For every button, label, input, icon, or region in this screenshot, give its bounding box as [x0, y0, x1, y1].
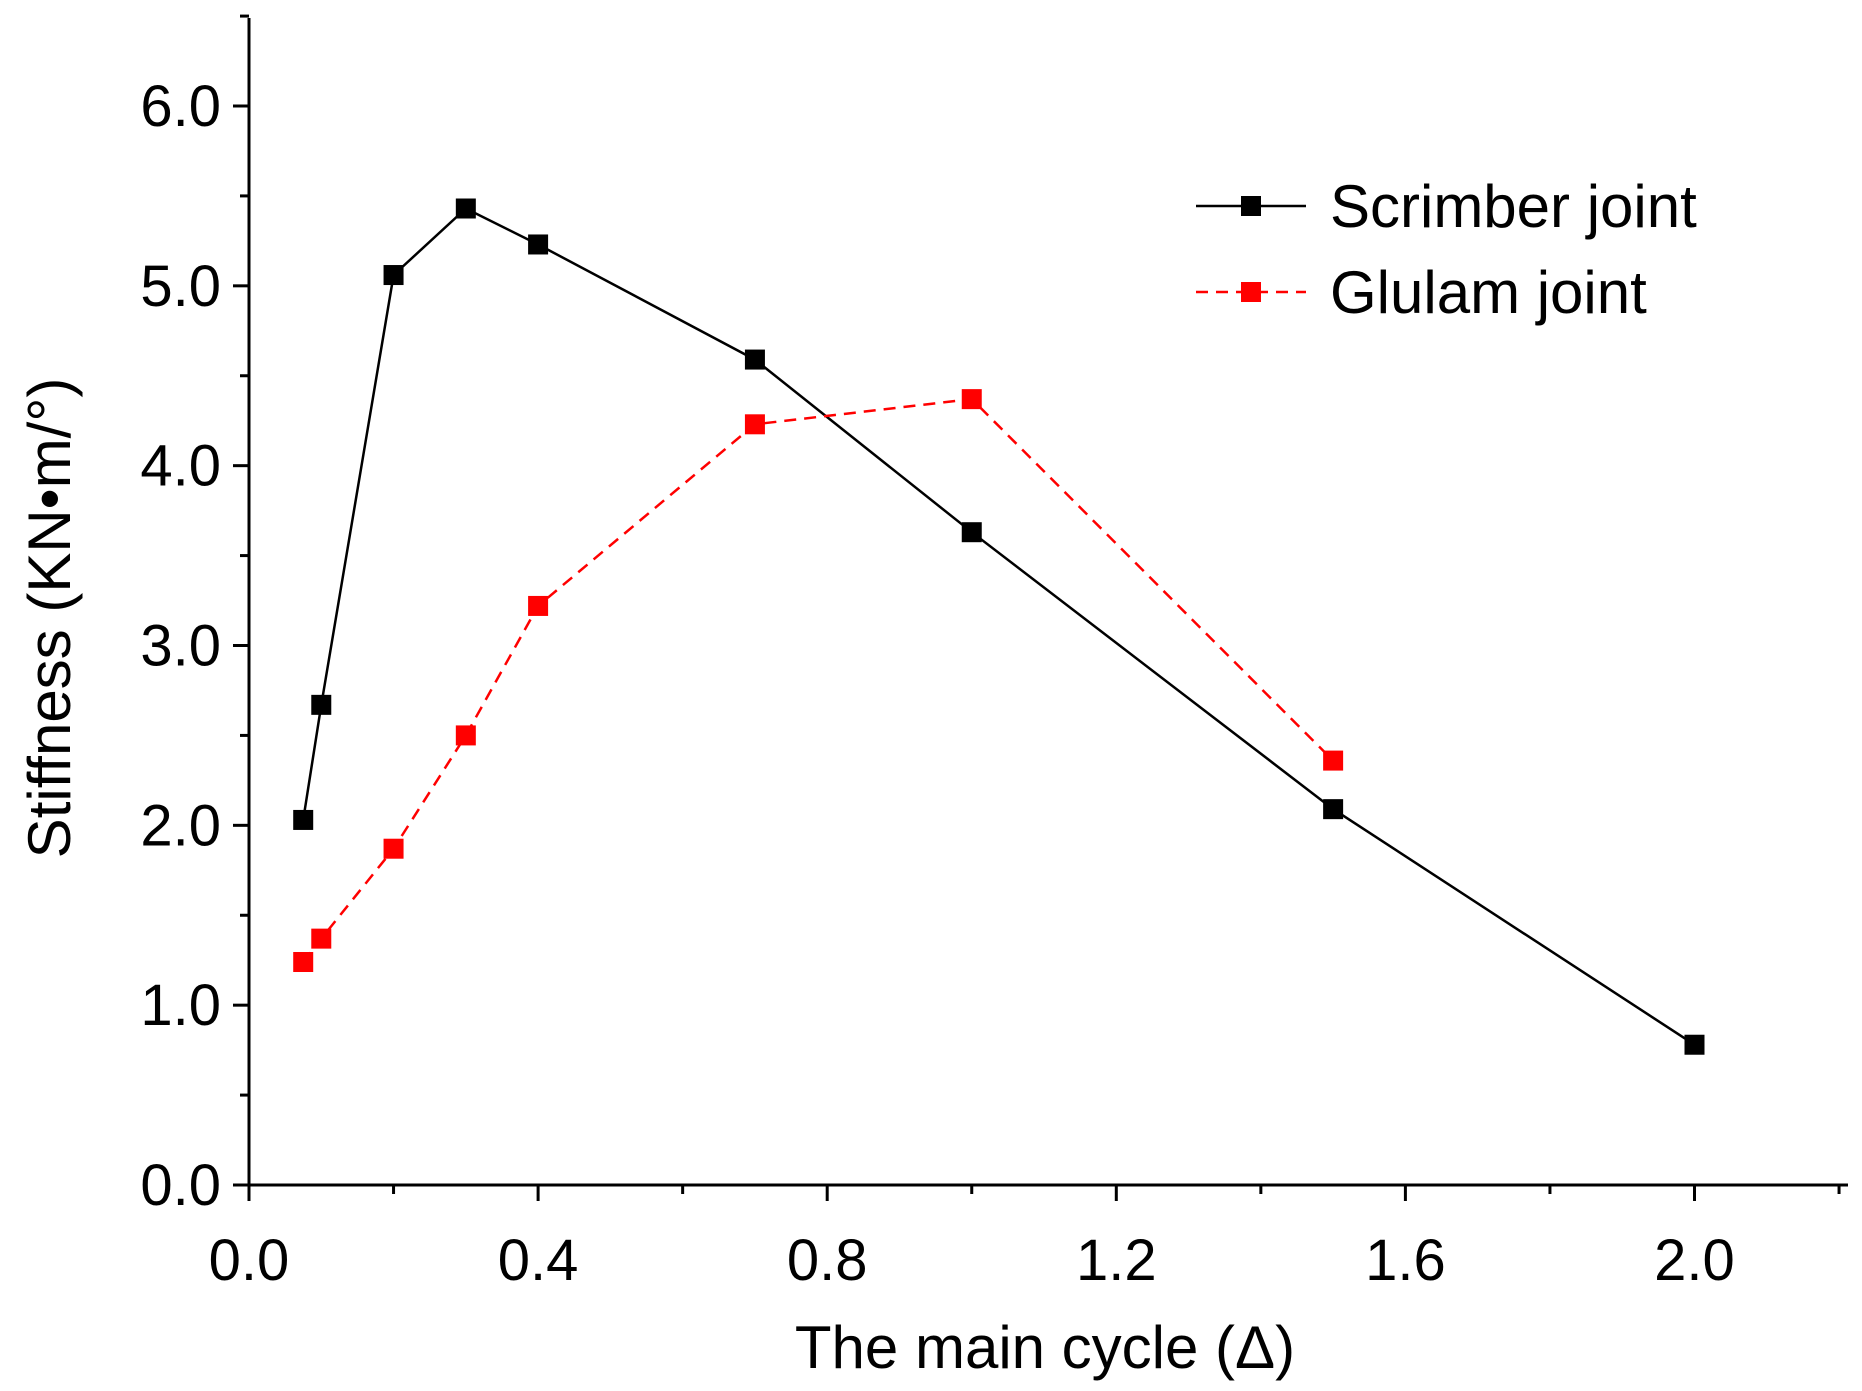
y-tick-label: 1.0 — [140, 973, 221, 1038]
x-tick-label: 0.0 — [209, 1228, 290, 1293]
y-tick-label: 0.0 — [140, 1153, 221, 1218]
y-tick-label: 5.0 — [140, 254, 221, 319]
legend-label-glulam-joint: Glulam joint — [1330, 259, 1647, 326]
data-point-scrimber-joint — [961, 522, 982, 543]
legend-marker-glulam-joint — [1241, 282, 1261, 302]
x-tick-label: 2.0 — [1654, 1228, 1735, 1293]
y-tick-label: 4.0 — [140, 434, 221, 499]
data-point-scrimber-joint — [528, 234, 549, 255]
y-tick-label: 3.0 — [140, 614, 221, 679]
series-line-scrimber-joint — [301, 206, 1696, 1046]
y-tick-label: 2.0 — [140, 793, 221, 858]
axes: 0.0 1.0 2.0 3.0 4.0 5.0 6.0 0.0 0.4 0.8 1.2 1.6 2.0 — [140, 14, 1848, 1293]
x-tick-label: 1.2 — [1076, 1228, 1157, 1293]
legend: Scrimber joint Glulam joint — [1196, 173, 1697, 326]
x-tick-label: 0.4 — [498, 1228, 579, 1293]
series-layer — [293, 198, 1705, 1055]
series-line-glulam-joint — [302, 397, 1334, 963]
data-point-glulam-joint — [961, 389, 982, 410]
data-point-scrimber-joint — [1323, 799, 1344, 820]
data-point-scrimber-joint — [311, 694, 332, 715]
x-tick-label: 1.6 — [1365, 1228, 1446, 1293]
data-point-glulam-joint — [293, 952, 314, 973]
data-point-glulam-joint — [528, 595, 549, 616]
legend-label-scrimber-joint: Scrimber joint — [1330, 173, 1697, 240]
data-point-glulam-joint — [1323, 750, 1344, 771]
y-tick-label: 6.0 — [140, 74, 221, 139]
x-axis-title: The main cycle (Δ) — [795, 1314, 1295, 1381]
data-point-glulam-joint — [744, 414, 765, 435]
data-point-glulam-joint — [311, 928, 332, 949]
data-point-scrimber-joint — [383, 265, 404, 286]
data-point-scrimber-joint — [455, 198, 476, 219]
x-tick-label: 0.8 — [787, 1228, 868, 1293]
legend-marker-scrimber-joint — [1241, 196, 1261, 216]
data-point-glulam-joint — [455, 725, 476, 746]
data-point-scrimber-joint — [293, 809, 314, 830]
data-point-scrimber-joint — [1684, 1034, 1705, 1055]
y-axis-title: Stiffness (KN•m/°) — [16, 378, 83, 859]
data-point-scrimber-joint — [744, 349, 765, 370]
data-point-glulam-joint — [383, 838, 404, 859]
